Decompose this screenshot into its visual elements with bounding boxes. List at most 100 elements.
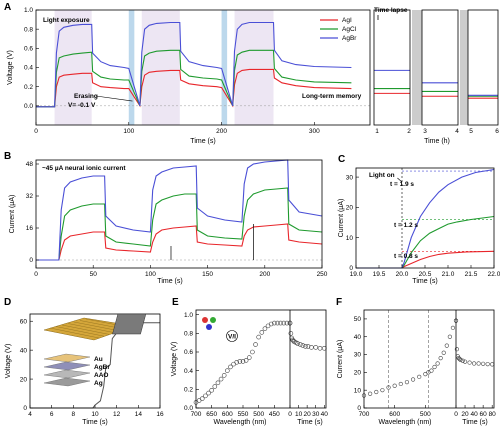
y-tick-label: 0.8: [184, 331, 193, 338]
x-tick-label: 8: [72, 411, 76, 418]
wavelength-point: [435, 361, 440, 366]
wavelength-point: [423, 372, 428, 377]
y-tick-label: 0.0: [24, 103, 33, 110]
panel-b: B 0 16 32 48 0 50 100 150 200 250 Current (µA) Time …: [4, 151, 328, 285]
wavelength-point: [444, 343, 449, 348]
wavelength-point: [203, 393, 208, 399]
x-tick-label: 21.0: [442, 271, 455, 278]
x-tick-label: 10: [91, 411, 99, 418]
y-tick-label: 0: [23, 405, 27, 412]
wavelength-point: [228, 364, 233, 370]
series-agbr-line: [36, 21, 352, 108]
light-on-arrow: [397, 177, 403, 183]
time-point: [485, 362, 490, 367]
erasing-label: Erasing: [74, 93, 98, 100]
wavelength-point: [374, 389, 379, 395]
y-tick-label: 0: [29, 257, 33, 264]
time-point: [288, 331, 294, 336]
y-tick-label: 10: [354, 387, 362, 394]
y-tick-label: 20: [354, 370, 362, 377]
x-tick-label: 100: [145, 271, 156, 278]
device-grid-line: [49, 327, 100, 339]
time-point: [454, 347, 460, 352]
time-point: [313, 345, 319, 350]
wavelength-point: [209, 387, 214, 393]
wavelength-point: [441, 350, 446, 355]
y-tick-label: 32: [26, 193, 34, 200]
y-axis-label: Voltage (V): [7, 50, 14, 85]
time-point: [471, 361, 477, 366]
wavelength-tick-label: 500: [420, 411, 431, 418]
series-agi-line: [36, 223, 323, 261]
y-tick-label: 0.4: [184, 368, 193, 375]
wavelength-point: [240, 359, 246, 364]
time-point: [481, 361, 486, 366]
time-point: [297, 342, 303, 347]
wavelength-point: [243, 358, 249, 363]
y-tick-label: 40: [354, 334, 362, 341]
wavelength-tick-label: 600: [222, 411, 233, 418]
wavelength-point: [380, 388, 385, 393]
time-point: [458, 357, 463, 362]
time-point: [305, 344, 311, 349]
wavelength-point: [237, 359, 243, 364]
y-tick-label: 1.0: [24, 7, 33, 14]
sensor-red-dot: [202, 317, 208, 323]
panel-c: C 0 10 20 30 19.0 19.5 20.0 20.5 21.0 21.5 22.0 Curr…: [338, 154, 500, 285]
y-axis-label: Current (µA): [338, 199, 345, 238]
y-axis-label: Current (µA): [9, 195, 16, 234]
time-point: [490, 362, 495, 367]
time-point: [467, 360, 472, 365]
layer-label: AAO: [94, 372, 108, 379]
time-gap: [412, 10, 422, 125]
time-point: [462, 359, 468, 364]
wavelength-tick-label: 700: [191, 411, 202, 418]
y-tick-label: 0.8: [24, 26, 33, 33]
wavelength-point: [234, 359, 240, 365]
panel-e: E 0.0 0.2 0.4 0.6 0.8 1.0 700 650 600 550 500 450 0 10…: [112, 297, 328, 426]
time-tick-label: 20: [461, 411, 469, 418]
rise-time-label-agbr: t = 1.9 s: [390, 181, 414, 188]
wavelength-point: [199, 396, 205, 401]
series-agcl-line: [36, 49, 352, 108]
panel-label: B: [4, 151, 11, 162]
time-tick-label: 30: [312, 411, 320, 418]
wavelength-point: [206, 390, 211, 396]
x-tick-label: 4: [28, 411, 32, 418]
x-tick-label: 250: [317, 271, 328, 278]
x-tick-label: 100: [123, 128, 134, 135]
time-lapse-label: Time lapse: [374, 7, 408, 14]
sensor-green-dot: [210, 317, 216, 323]
rise-time-label-agcl: t = 1.2 s: [394, 222, 418, 229]
wavelength-point: [215, 380, 221, 386]
wavelength-tick-label: 600: [389, 411, 400, 418]
device-grid-line: [73, 321, 120, 331]
layer-label: Ag: [94, 380, 103, 387]
wavelength-point: [438, 356, 443, 361]
wavelength-point: [392, 383, 397, 388]
y-tick-label: 1.0: [184, 312, 193, 319]
wavelength-tick-label: 650: [206, 411, 217, 418]
panel-d: D 0 20 40 60 4 6 8 10 12 14 16 Voltage (V) Time (s) Au…: [4, 297, 164, 426]
x-tick-label: 200: [259, 271, 270, 278]
time-point: [295, 341, 301, 346]
x-tick-label: 22.0: [488, 271, 500, 278]
device-layer: [43, 361, 91, 371]
x-tick-label: 20.5: [419, 271, 432, 278]
y-tick-label: 0: [357, 405, 361, 412]
y-tick-label: 10: [346, 235, 354, 242]
light-on-label: Light on: [369, 172, 395, 179]
time-point: [300, 343, 306, 348]
wavelength-point: [212, 384, 218, 389]
time-tick-label: 0: [454, 411, 458, 418]
y-tick-label: 30: [346, 174, 354, 181]
wavelength-point: [218, 376, 224, 382]
x-tick-label: 19.0: [350, 271, 363, 278]
layer-label: Au: [94, 356, 103, 363]
device-layer: [43, 369, 91, 379]
panel-label: D: [4, 297, 11, 308]
timelapse-tick-label: 5: [469, 128, 473, 135]
wavelength-point: [281, 320, 287, 326]
meter-label: V/I: [228, 334, 236, 341]
